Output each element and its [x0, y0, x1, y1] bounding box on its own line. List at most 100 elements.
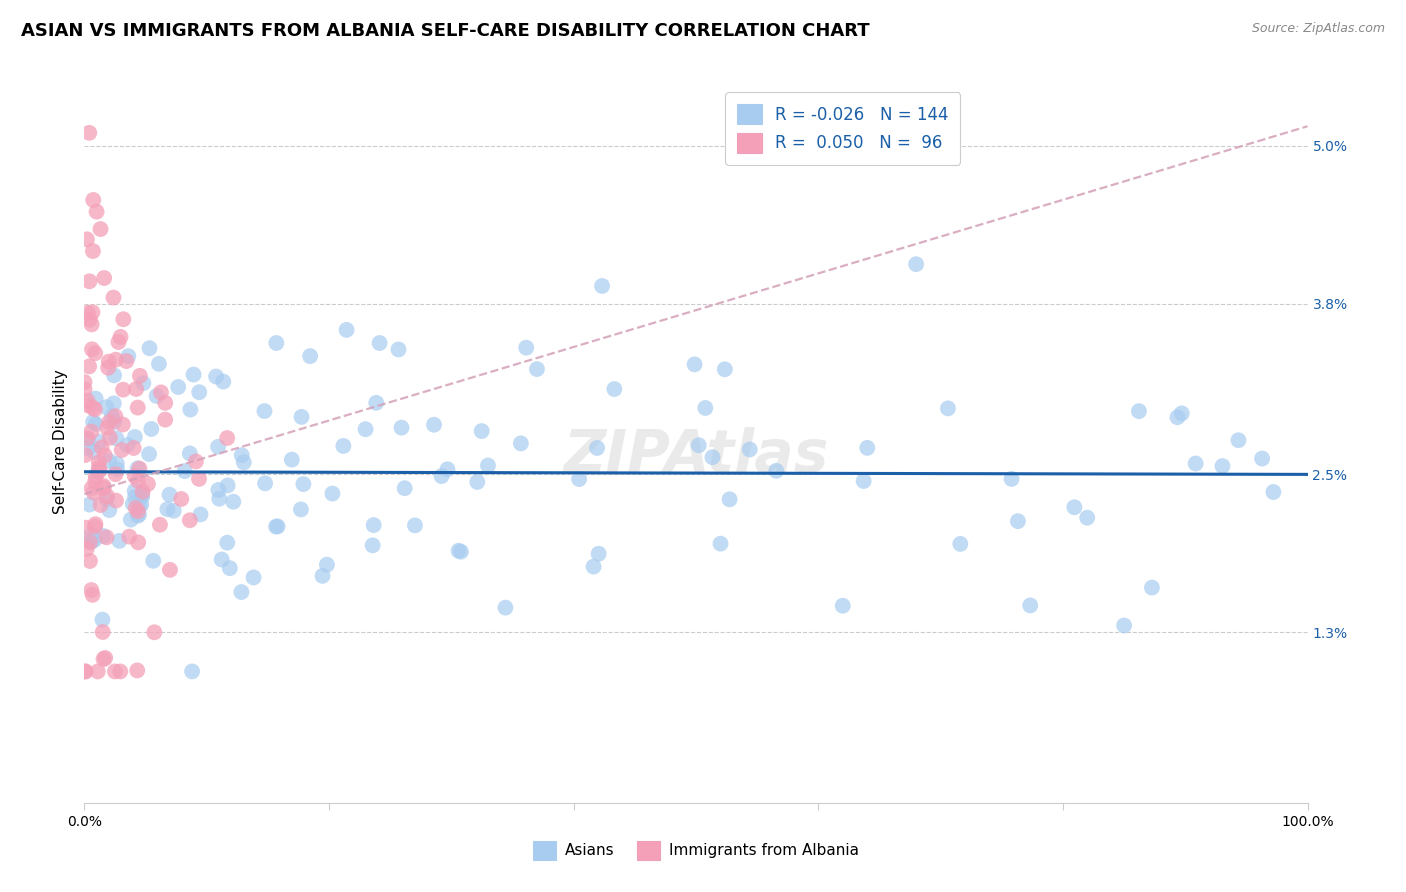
Point — [96, 492, 118, 507]
Point — [79, 274, 101, 288]
Point — [82, 401, 104, 415]
Point — [105, 432, 128, 446]
Point — [281, 452, 304, 467]
Point — [394, 481, 416, 495]
Point — [96, 530, 118, 544]
Point — [709, 536, 731, 550]
Point — [149, 385, 172, 400]
Point — [1166, 410, 1188, 425]
Point — [208, 491, 231, 506]
Point — [93, 481, 115, 495]
Point — [124, 490, 146, 504]
Point — [75, 665, 97, 679]
Point — [76, 541, 98, 556]
Point — [73, 382, 96, 396]
Point — [831, 599, 853, 613]
Point — [127, 535, 149, 549]
Point — [104, 409, 127, 424]
Point — [96, 489, 118, 503]
Point — [76, 398, 98, 412]
Point — [143, 625, 166, 640]
Point — [97, 354, 120, 368]
Point — [290, 502, 312, 516]
Point — [149, 517, 172, 532]
Point — [73, 665, 96, 679]
Point — [509, 436, 531, 450]
Point — [76, 393, 98, 408]
Point — [1251, 451, 1274, 466]
Point — [80, 343, 103, 357]
Point — [436, 462, 458, 476]
Point — [1184, 457, 1206, 471]
Point — [264, 519, 287, 533]
Point — [1211, 458, 1233, 473]
Point — [76, 306, 98, 320]
Point — [366, 396, 388, 410]
Point — [905, 257, 928, 271]
Point — [120, 513, 142, 527]
Point — [217, 535, 239, 549]
Point — [1076, 510, 1098, 524]
Point — [77, 441, 100, 455]
Point — [121, 497, 143, 511]
Point — [90, 441, 112, 455]
Point — [205, 369, 228, 384]
Point — [127, 401, 149, 415]
Point — [75, 448, 97, 462]
Point — [167, 380, 190, 394]
Point — [290, 409, 312, 424]
Point — [103, 396, 125, 410]
Point — [188, 472, 211, 486]
Text: Source: ZipAtlas.com: Source: ZipAtlas.com — [1251, 22, 1385, 36]
Point — [80, 582, 103, 597]
Point — [107, 334, 129, 349]
Point — [84, 517, 107, 532]
Point — [87, 455, 110, 469]
Point — [128, 500, 150, 514]
Point — [104, 467, 127, 482]
Point — [97, 360, 120, 375]
Point — [87, 465, 110, 479]
Point — [86, 204, 108, 219]
Point — [84, 520, 107, 534]
Point — [112, 383, 135, 397]
Point — [91, 613, 114, 627]
Point — [124, 430, 146, 444]
Point — [217, 431, 239, 445]
Point — [430, 469, 453, 483]
Point — [127, 504, 149, 518]
Point — [90, 498, 112, 512]
Point — [588, 547, 610, 561]
Point — [336, 323, 359, 337]
Point — [363, 518, 385, 533]
Point — [110, 665, 132, 679]
Point — [82, 244, 104, 258]
Point — [82, 193, 104, 207]
Point — [80, 528, 103, 542]
Point — [128, 508, 150, 522]
Point — [127, 508, 149, 523]
Point — [179, 446, 201, 460]
Point — [96, 421, 118, 435]
Point — [103, 415, 125, 429]
Point — [80, 482, 103, 496]
Point — [79, 535, 101, 549]
Point — [98, 431, 121, 445]
Point — [852, 474, 875, 488]
Point — [80, 318, 103, 332]
Point — [404, 518, 426, 533]
Point — [765, 464, 787, 478]
Point — [105, 457, 128, 471]
Point — [450, 544, 472, 558]
Point — [91, 625, 114, 640]
Point — [207, 483, 229, 497]
Point — [138, 341, 160, 355]
Point — [105, 462, 128, 476]
Point — [94, 449, 117, 463]
Point — [231, 585, 253, 599]
Point — [1128, 404, 1150, 418]
Point — [582, 559, 605, 574]
Point — [173, 464, 195, 478]
Point — [155, 396, 177, 410]
Point — [586, 441, 609, 455]
